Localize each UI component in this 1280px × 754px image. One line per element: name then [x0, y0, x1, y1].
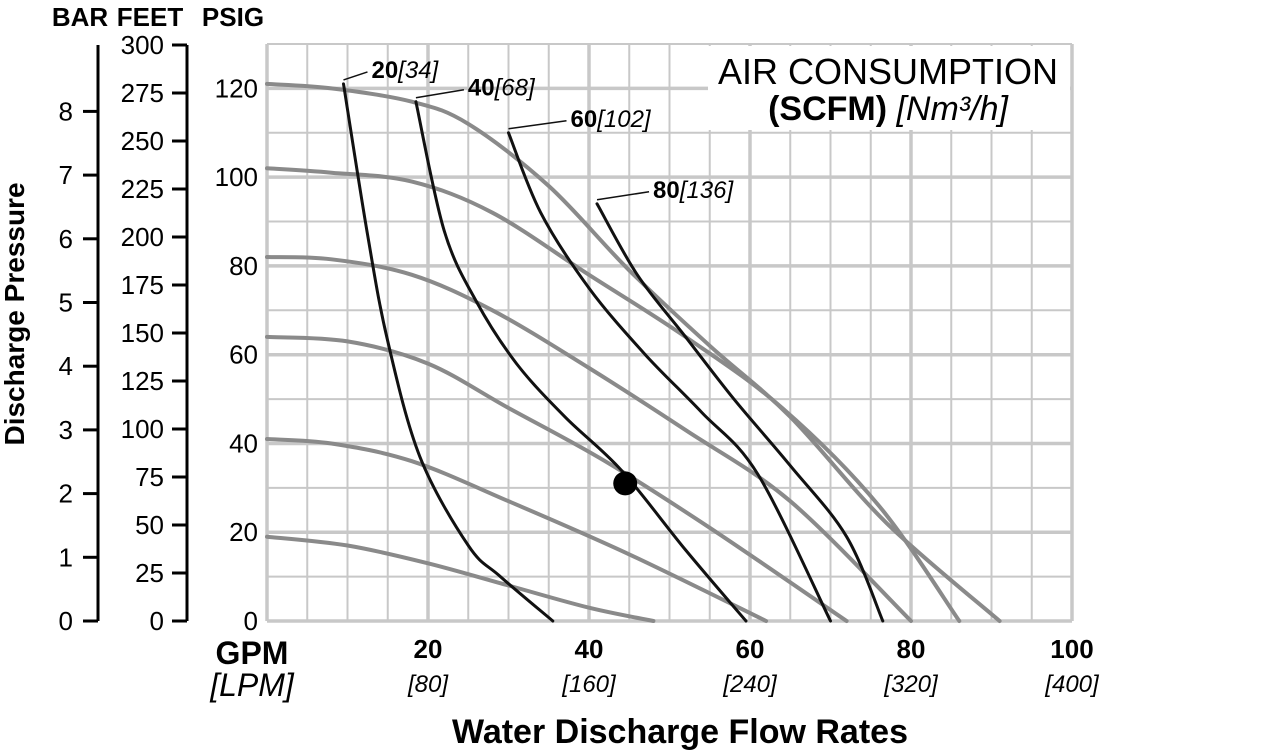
performance-curve [265, 334, 849, 623]
air-label-scfm: 40 [468, 75, 495, 102]
x-tick-label: 100 [1050, 634, 1093, 664]
feet-tick-label: 175 [121, 270, 164, 300]
performance-curve [265, 437, 769, 623]
feet-tick-label: 150 [121, 318, 164, 348]
chart-title-line2: (SCFM) [Nm³/h] [768, 90, 1009, 128]
x-unit-lpm: [LPM] [209, 667, 295, 703]
bar-tick-label: 8 [59, 96, 73, 126]
air-consumption-label: 20[34] [371, 57, 439, 84]
feet-tick-label: 0 [150, 606, 164, 636]
air-label-leader [508, 120, 567, 130]
operating-point [613, 471, 638, 496]
chart-title-unit: (SCFM) [768, 90, 887, 128]
air-consumption-label: 80[136] [653, 177, 734, 204]
x-tick-label: 60 [736, 634, 765, 664]
psig-tick-label: 0 [244, 606, 258, 636]
performance-curve [265, 255, 913, 623]
air-consumption-label: 60[102] [571, 106, 652, 133]
performance-curve [265, 81, 1002, 623]
air-label-leader [415, 88, 465, 99]
x-unit-gpm: GPM [216, 635, 289, 671]
bar-tick-label: 0 [59, 606, 73, 636]
bar-tick-label: 5 [59, 288, 73, 318]
feet-tick-label: 25 [135, 558, 164, 588]
bar-tick-label: 7 [59, 160, 73, 190]
feet-tick-label: 275 [121, 78, 164, 108]
x-tick-sublabel: [80] [407, 671, 449, 698]
air-label-nm3h: [34] [397, 57, 439, 84]
psig-tick-label: 120 [215, 73, 258, 103]
air-label-nm3h: [136] [679, 177, 735, 204]
chart-title-line1: AIR CONSUMPTION [718, 51, 1058, 92]
air-consumption-curves [342, 82, 885, 623]
air-label-scfm: 20 [371, 57, 398, 84]
x-tick-label: 20 [414, 634, 443, 664]
y-axis-label: Discharge Pressure [0, 182, 30, 445]
performance-curve [265, 534, 656, 623]
psig-tick-label: 80 [229, 251, 258, 281]
minor-grid [267, 43, 1072, 621]
feet-tick-label: 100 [121, 414, 164, 444]
air-label-scfm: 60 [571, 106, 598, 133]
feet-tick-label: 75 [135, 462, 164, 492]
x-tick-label: 40 [575, 634, 604, 664]
air-consumption-curve [414, 100, 748, 623]
bar-tick-label: 6 [59, 224, 73, 254]
performance-curves [265, 81, 1002, 623]
x-axis-label: Water Discharge Flow Rates [452, 713, 908, 751]
bar-tick-label: 3 [59, 415, 73, 445]
bar-tick-label: 4 [59, 351, 73, 381]
x-tick-label: 80 [897, 634, 926, 664]
air-label-scfm: 80 [653, 177, 680, 204]
x-tick-sublabel: [400] [1044, 671, 1100, 698]
psig-axis-label: PSIG [202, 2, 264, 32]
feet-tick-label: 50 [135, 510, 164, 540]
feet-tick-label: 250 [121, 126, 164, 156]
air-consumption-curve [595, 202, 885, 623]
feet-axis-label: FEET [117, 2, 184, 32]
bar-tick-label: 1 [59, 542, 73, 572]
air-consumption-curve [507, 131, 832, 623]
psig-tick-label: 40 [229, 428, 258, 458]
air-label-nm3h: [102] [596, 106, 652, 133]
feet-tick-label: 225 [121, 174, 164, 204]
x-tick-sublabel: [240] [722, 671, 778, 698]
axes: 20[80]40[160]60[240]80[320]100[400]02040… [59, 30, 1100, 698]
air-label-nm3h: [68] [494, 75, 536, 102]
psig-tick-label: 20 [229, 517, 258, 547]
air-label-leader [596, 191, 650, 201]
feet-tick-label: 300 [121, 30, 164, 60]
bar-tick-label: 2 [59, 479, 73, 509]
air-consumption-labels: 20[34] 40[68] 60[102] 80[136] [343, 57, 734, 204]
x-tick-sublabel: [160] [561, 671, 617, 698]
air-consumption-label: 40[68] [468, 75, 536, 102]
air-label-leader [343, 71, 368, 81]
feet-tick-label: 200 [121, 222, 164, 252]
chart-title-unit-metric: [Nm³/h] [895, 90, 1009, 128]
feet-tick-label: 125 [121, 366, 164, 396]
x-tick-sublabel: [320] [883, 671, 939, 698]
performance-curve [265, 166, 962, 623]
bar-axis-label: BAR [52, 2, 109, 32]
psig-tick-label: 60 [229, 340, 258, 370]
psig-tick-label: 100 [215, 162, 258, 192]
air-consumption-curve [342, 82, 555, 623]
title-box: AIR CONSUMPTION (SCFM) [Nm³/h] [708, 46, 1070, 130]
operating-point-layer [613, 471, 638, 496]
